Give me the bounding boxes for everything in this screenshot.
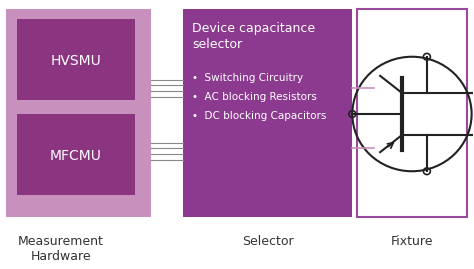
Text: •  DC blocking Capacitors: • DC blocking Capacitors (192, 111, 327, 121)
Text: selector: selector (192, 38, 242, 51)
Bar (17, 114, 135, 195)
Bar (183, 9, 352, 217)
Text: Device capacitance: Device capacitance (192, 22, 315, 36)
Text: HVSMU: HVSMU (51, 54, 101, 68)
Text: •  Switching Circuitry: • Switching Circuitry (192, 73, 303, 83)
Text: •  AC blocking Resistors: • AC blocking Resistors (192, 92, 317, 102)
Text: MFCMU: MFCMU (50, 149, 102, 163)
Bar (357, 9, 466, 217)
Text: Measurement
Hardware: Measurement Hardware (18, 235, 104, 263)
Bar (6, 9, 151, 217)
Text: Fixture: Fixture (391, 235, 433, 248)
Text: Selector: Selector (242, 235, 293, 248)
Bar (17, 19, 135, 100)
